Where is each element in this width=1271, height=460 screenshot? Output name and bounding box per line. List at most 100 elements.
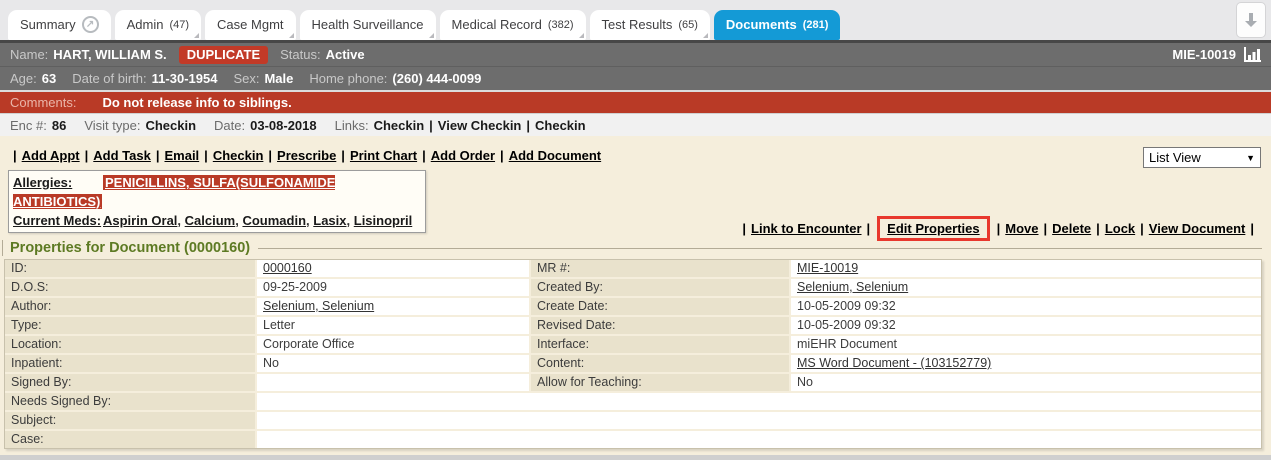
action-link-add-task[interactable]: Add Task [93, 148, 151, 163]
property-value: 10-05-2009 09:32 [791, 317, 1261, 334]
med-link[interactable]: Lisinopril [353, 213, 413, 228]
pipe-separator: | [1043, 221, 1048, 236]
collapse-panel-button[interactable] [1236, 2, 1266, 38]
patient-demographics-row: Age: 63 Date of birth: 11-30-1954 Sex: M… [0, 66, 1271, 90]
action-link-add-document[interactable]: Add Document [508, 148, 602, 163]
pipe-separator: | [1096, 221, 1100, 236]
property-label: Created By: [531, 279, 789, 296]
table-row: D.O.S: 09-25-2009 Created By: Selenium, Sel… [5, 279, 1261, 296]
name-label: Name: [10, 47, 49, 62]
tabbar-divider [0, 40, 1271, 43]
doc-action-lock[interactable]: Lock [1104, 221, 1136, 236]
action-link-prescribe[interactable]: Prescribe [277, 148, 337, 163]
enc-date-label: Date: [214, 117, 246, 133]
property-value [257, 374, 529, 391]
tab-medical-record[interactable]: Medical Record (382) [439, 10, 586, 40]
age-label: Age: [10, 71, 37, 86]
growth-chart-icon[interactable] [1244, 47, 1261, 62]
pipe-separator: | [1250, 221, 1254, 236]
property-value-link[interactable]: Selenium, Selenium [263, 299, 375, 313]
pipe-separator: | [341, 148, 345, 163]
property-value [257, 431, 1261, 448]
property-value: No [257, 355, 529, 372]
property-value: Corporate Office [257, 336, 529, 353]
table-row: Signed By: Allow for Teaching: No [5, 374, 1261, 391]
med-link[interactable]: Lasix [313, 213, 347, 228]
view-select-value: List View [1149, 150, 1201, 165]
property-value: 0000160 [257, 260, 529, 277]
property-value-link[interactable]: MS Word Document - (103152779) [797, 356, 992, 370]
pipe-separator: | [13, 148, 17, 163]
table-row: Type: Letter Revised Date: 10-05-2009 09:32 [5, 317, 1261, 334]
pipe-separator: | [500, 148, 504, 163]
property-label: Interface: [531, 336, 789, 353]
property-value: No [791, 374, 1261, 391]
doc-action-edit-properties[interactable]: Edit Properties [887, 221, 980, 236]
doc-action-link-to-encounter[interactable]: Link to Encounter [751, 221, 862, 236]
property-label: Inpatient: [5, 355, 255, 372]
patient-sex: Male [264, 71, 294, 86]
property-label: Revised Date: [531, 317, 789, 334]
tab-case-mgmt[interactable]: Case Mgmt [205, 10, 296, 40]
doc-action-move[interactable]: Move [1005, 221, 1039, 236]
property-label: Subject: [5, 412, 255, 429]
document-action-links: | Link to Encounter | Edit Properties | Move |… [737, 216, 1259, 241]
allergy-meds-panel: Allergies: PENICILLINS, SULFA(SULFONAMIDE… [8, 170, 426, 233]
pipe-separator: | [1140, 221, 1144, 236]
pipe-separator: | [429, 117, 433, 133]
doc-action-delete[interactable]: Delete [1052, 221, 1092, 236]
property-label: Content: [531, 355, 789, 372]
highlight-annotation-box: Edit Properties [877, 216, 990, 241]
down-arrow-icon [1245, 13, 1257, 27]
table-row: Inpatient: No Content: MS Word Document - (… [5, 355, 1261, 372]
header-rule [258, 247, 1262, 249]
property-value-link[interactable]: Selenium, Selenium [797, 280, 909, 294]
sex-label: Sex: [233, 71, 260, 86]
property-label: Create Date: [531, 298, 789, 315]
tab-documents[interactable]: Documents (281) [713, 10, 841, 40]
visit-type: Checkin [145, 117, 197, 133]
comments-label: Comments: [10, 95, 77, 110]
tab-admin[interactable]: Admin (47) [114, 10, 202, 40]
action-link-add-order[interactable]: Add Order [430, 148, 496, 163]
med-link[interactable]: Calcium [184, 213, 236, 228]
encounter-link[interactable]: View Checkin [437, 117, 522, 133]
encounter-link[interactable]: Checkin [373, 117, 425, 133]
property-label: Needs Signed By: [5, 393, 255, 410]
property-value [257, 393, 1261, 410]
action-link-checkin[interactable]: Checkin [212, 148, 264, 163]
tab-health-surveillance[interactable]: Health Surveillance [299, 10, 436, 40]
patient-name-row: Name: HART, WILLIAM S. DUPLICATE Status:… [0, 43, 1271, 66]
doc-action-view-document[interactable]: View Document [1148, 221, 1246, 236]
duplicate-badge: DUPLICATE [178, 45, 269, 64]
action-link-email[interactable]: Email [164, 148, 200, 163]
property-value-link[interactable]: 0000160 [263, 261, 312, 275]
tab-summary[interactable]: Summary ↗ [8, 10, 111, 40]
external-arrow-icon[interactable]: ↗ [81, 16, 99, 33]
table-row: Needs Signed By: [5, 393, 1261, 410]
property-label: MR #: [531, 260, 789, 277]
encounter-link[interactable]: Checkin [535, 117, 586, 133]
tab-label: Summary [20, 17, 76, 32]
properties-header: Properties for Document (0000160) [2, 240, 1262, 256]
tab-label: Health Surveillance [311, 17, 424, 32]
property-label: Type: [5, 317, 255, 334]
patient-age: 63 [41, 71, 57, 86]
enc-number: 86 [51, 117, 67, 133]
properties-table: ID: 0000160 MR #: MIE-10019 D.O.S: 09-25-2009… [4, 259, 1262, 449]
med-link[interactable]: Coumadin [242, 213, 307, 228]
med-link[interactable]: Aspirin Oral [103, 213, 178, 228]
property-value [257, 412, 1261, 429]
action-link-add-appt[interactable]: Add Appt [21, 148, 80, 163]
enc-number-label: Enc #: [10, 117, 47, 133]
property-value: miEHR Document [791, 336, 1261, 353]
property-value-link[interactable]: MIE-10019 [797, 261, 859, 275]
property-label: Allow for Teaching: [531, 374, 789, 391]
action-link-print-chart[interactable]: Print Chart [349, 148, 418, 163]
view-select[interactable]: List View ▼ [1143, 147, 1261, 168]
property-label: Signed By: [5, 374, 255, 391]
property-value: Selenium, Selenium [257, 298, 529, 315]
chart-action-links: | Add Appt | Add Task | Email | Checkin | Prescri… [8, 148, 1271, 163]
tab-test-results[interactable]: Test Results (65) [589, 10, 710, 40]
property-value: Selenium, Selenium [791, 279, 1261, 296]
